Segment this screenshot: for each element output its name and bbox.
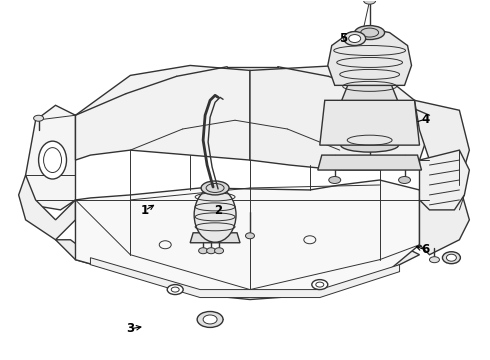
Polygon shape [91,258,399,298]
Polygon shape [75,66,250,160]
Text: 6: 6 [422,243,430,256]
Text: 5: 5 [339,32,347,45]
Polygon shape [328,28,412,85]
Ellipse shape [215,248,223,254]
Ellipse shape [349,35,361,42]
Polygon shape [419,150,469,210]
Ellipse shape [343,32,366,45]
Polygon shape [415,100,469,200]
Ellipse shape [329,176,341,184]
Text: 4: 4 [422,113,430,126]
Ellipse shape [39,141,67,179]
Ellipse shape [312,280,328,289]
Polygon shape [318,155,421,170]
Polygon shape [25,105,75,210]
Ellipse shape [355,26,385,40]
Ellipse shape [207,248,216,254]
Polygon shape [250,66,429,170]
Ellipse shape [429,257,440,263]
Polygon shape [419,185,469,255]
Ellipse shape [364,0,376,4]
Ellipse shape [34,115,44,121]
Polygon shape [75,180,419,294]
Ellipse shape [203,315,217,324]
Ellipse shape [194,188,236,242]
Ellipse shape [198,248,208,254]
Polygon shape [190,233,240,243]
Ellipse shape [167,285,183,294]
Ellipse shape [442,252,461,264]
Ellipse shape [341,138,398,152]
Ellipse shape [197,311,223,328]
Polygon shape [342,85,397,100]
Ellipse shape [201,181,229,195]
Ellipse shape [446,254,456,261]
Ellipse shape [398,176,411,184]
Text: 1: 1 [141,204,149,217]
Polygon shape [55,240,419,300]
Text: 3: 3 [126,322,134,335]
Text: 2: 2 [214,204,222,217]
Ellipse shape [245,233,254,239]
Polygon shape [19,175,75,240]
Polygon shape [320,100,419,145]
